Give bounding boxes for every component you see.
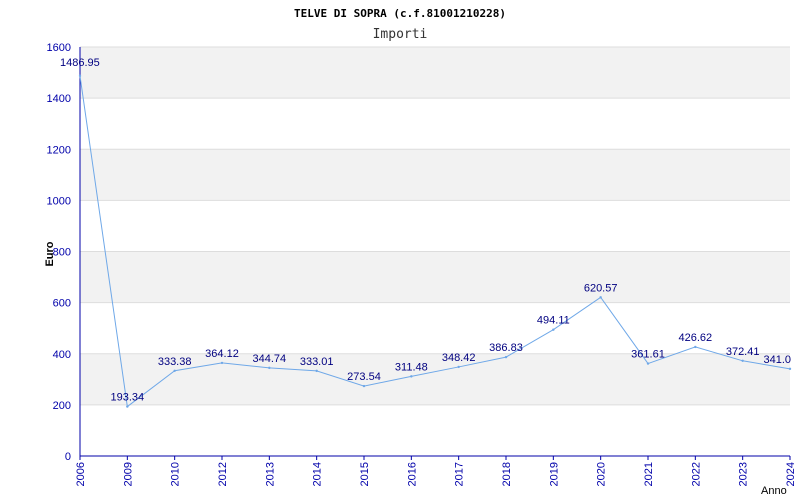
x-tick-label: 2017 — [454, 462, 466, 486]
data-point — [457, 365, 460, 369]
grid-band — [80, 353, 790, 405]
y-tick-label: 200 — [53, 400, 71, 412]
grid-band — [80, 251, 790, 303]
x-tick-label: 2016 — [406, 462, 418, 486]
data-label: 494.11 — [537, 315, 570, 327]
x-tick-label: 2021 — [643, 462, 655, 486]
data-label: 364.12 — [205, 348, 239, 360]
grid-band — [80, 149, 790, 201]
x-tick-label: 2010 — [170, 462, 182, 486]
grid-bands — [80, 47, 790, 405]
data-point — [220, 361, 224, 365]
x-tick-label: 2013 — [264, 462, 276, 486]
series-line — [79, 75, 791, 408]
x-tick-label: 2024 — [785, 462, 797, 486]
data-point — [599, 296, 602, 299]
x-tick-label: 2020 — [596, 462, 608, 486]
data-point — [410, 375, 413, 378]
data-label: 344.74 — [253, 353, 287, 365]
data-point — [788, 367, 792, 371]
series-line-group — [78, 74, 792, 408]
y-tick-labels: 0 200 400 600 800 1000 1200 1400 1600 — [47, 42, 71, 463]
x-tick-label: 2018 — [501, 462, 513, 486]
data-label: 426.62 — [679, 332, 713, 344]
y-tick-label: 600 — [53, 298, 71, 310]
y-tick-label: 400 — [53, 349, 71, 361]
data-point — [362, 384, 366, 388]
data-label: 273.54 — [347, 371, 381, 383]
chart-title: TELVE DI SOPRA (c.f.81001210228) — [294, 7, 506, 20]
x-tick-label: 2006 — [75, 462, 87, 486]
data-point — [268, 366, 271, 370]
data-point — [694, 345, 697, 349]
data-point — [552, 328, 555, 331]
y-axis-label: Euro — [44, 241, 56, 266]
data-point — [646, 362, 650, 365]
data-point — [315, 369, 318, 373]
data-label: 311.48 — [395, 361, 428, 373]
data-point — [78, 74, 82, 78]
data-label: 348.42 — [442, 352, 476, 364]
y-tick-label: 1400 — [47, 93, 71, 105]
x-tick-label: 2012 — [217, 462, 229, 486]
data-point — [173, 369, 176, 372]
x-tick-label: 2015 — [359, 462, 371, 486]
grid-band — [80, 47, 790, 99]
y-tick-label: 0 — [65, 451, 71, 463]
y-tick-label: 1000 — [47, 195, 71, 207]
data-point — [741, 359, 744, 363]
x-tick-label: 2022 — [690, 462, 702, 486]
data-label: 193.34 — [111, 392, 145, 404]
data-label: 341.0 — [763, 354, 791, 366]
axes — [79, 47, 791, 460]
data-point — [504, 355, 508, 359]
x-tick-labels: 2006 2009 2010 2012 2013 2014 2015 2016 2017 2018… — [75, 462, 797, 486]
data-label: 333.01 — [300, 356, 334, 368]
data-label-group: 1486.95 193.34 333.38 364.12 344.74 333.01 273… — [60, 57, 791, 404]
x-tick-label: 2023 — [738, 462, 750, 486]
data-label: 620.57 — [584, 282, 618, 294]
x-tick-label: 2014 — [312, 462, 324, 486]
y-tick-label: 1600 — [47, 42, 71, 54]
data-label: 333.38 — [158, 356, 192, 368]
x-tick-label: 2009 — [122, 462, 134, 486]
y-tick-label: 800 — [53, 247, 71, 259]
data-label: 372.41 — [726, 346, 760, 358]
data-label: 1486.95 — [60, 57, 100, 69]
data-label: 361.61 — [631, 349, 665, 361]
chart-subtitle: Importi — [373, 27, 428, 42]
y-tick-label: 1200 — [47, 144, 71, 156]
x-tick-label: 2019 — [548, 462, 560, 486]
data-label: 386.83 — [489, 342, 523, 354]
data-point — [126, 405, 129, 408]
x-axis-label: Anno — [761, 485, 787, 497]
